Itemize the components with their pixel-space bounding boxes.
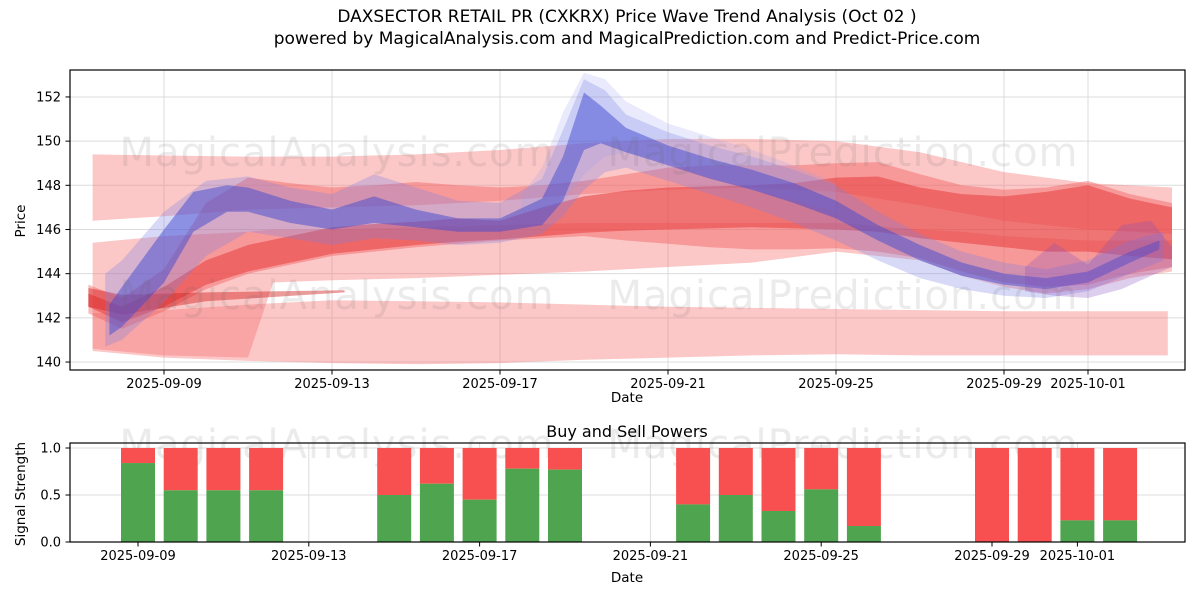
bar-buy-segment — [249, 490, 284, 542]
bar-sell-segment — [548, 448, 582, 470]
bar-buy-segment — [1103, 520, 1138, 542]
bar-sell-segment — [846, 448, 881, 527]
figure-title-line2: powered by MagicalAnalysis.com and Magic… — [273, 29, 981, 49]
y-tick-label: 142 — [36, 311, 61, 326]
figure-title-line1: DAXSECTOR RETAIL PR (CXKRX) Price Wave T… — [337, 7, 917, 27]
price-wave-chart: MagicalAnalysis.com MagicalPrediction.com… — [36, 69, 1186, 392]
bar-sell-segment — [761, 448, 796, 511]
y-tick-label: 144 — [36, 267, 61, 282]
bar-buy-segment — [121, 463, 155, 542]
bar-buy-segment — [419, 483, 454, 542]
y-tick-label: 140 — [36, 356, 61, 371]
watermark-text: MagicalPrediction.com — [608, 130, 1079, 176]
bar-sell-segment — [249, 448, 284, 491]
bar-sell-segment — [975, 448, 1009, 542]
watermark-text: MagicalPrediction.com — [608, 273, 1079, 319]
x-tick-label: 2025-09-17 — [462, 377, 538, 392]
bar-buy-segment — [1060, 520, 1095, 542]
bar-buy-segment — [846, 526, 881, 542]
price-axis-label: Price — [13, 204, 29, 238]
bar-sell-segment — [804, 448, 839, 490]
bar-buy-segment — [804, 489, 839, 542]
bar-sell-segment — [676, 448, 711, 505]
bar-buy-segment — [676, 504, 711, 542]
bar-sell-segment — [121, 448, 155, 464]
y-tick-label: 148 — [36, 179, 61, 194]
x-tick-label: 2025-09-29 — [966, 377, 1042, 392]
x-tick-label: 2025-09-17 — [442, 549, 518, 564]
x-tick-label: 2025-10-01 — [1050, 377, 1126, 392]
plot-border — [69, 442, 1186, 543]
price-band-outer-band-top — [92, 138, 1173, 234]
bar-sell-segment — [1103, 448, 1138, 521]
bar-sell-segment — [1017, 448, 1052, 542]
bar-buy-segment — [505, 468, 540, 542]
bar-buy-segment — [206, 490, 241, 542]
y-tick-label: 146 — [36, 223, 61, 238]
x-tick-label: 2025-09-25 — [798, 377, 874, 392]
x-tick-label: 2025-09-29 — [954, 549, 1030, 564]
x-tick-label: 2025-09-21 — [613, 549, 689, 564]
price-band-blue-core-band — [109, 92, 1160, 336]
signal-xaxis-label: Date — [610, 570, 644, 586]
price-xaxis-label: Date — [610, 390, 644, 406]
bar-buy-segment — [718, 495, 753, 542]
y-tick-label: 150 — [36, 135, 61, 150]
bar-buy-segment — [761, 510, 796, 542]
bar-sell-segment — [419, 448, 454, 484]
y-tick-label: 0.0 — [40, 536, 61, 551]
price-band-outer-band-mid — [92, 222, 1173, 358]
bar-buy-segment — [462, 499, 497, 542]
x-tick-label: 2025-09-25 — [783, 549, 859, 564]
bar-sell-segment — [462, 448, 497, 500]
price-band-red-core-band — [88, 176, 1172, 323]
x-tick-label: 2025-09-09 — [126, 377, 202, 392]
bar-buy-segment — [548, 469, 582, 542]
bar-buy-segment — [163, 490, 198, 542]
x-tick-label: 2025-09-09 — [100, 549, 176, 564]
buy-sell-powers-chart: MagicalAnalysis.com MagicalPrediction.com… — [40, 422, 1186, 564]
bar-sell-segment — [505, 448, 540, 469]
plot-border — [69, 69, 1186, 371]
buy-sell-powers-title: Buy and Sell Powers — [546, 422, 708, 441]
bar-sell-segment — [1060, 448, 1095, 521]
bar-sell-segment — [377, 448, 412, 495]
x-tick-label: 2025-09-13 — [271, 549, 347, 564]
x-tick-label: 2025-09-13 — [294, 377, 370, 392]
price-band-purple-accent — [1025, 220, 1172, 298]
y-tick-label: 1.0 — [40, 442, 61, 457]
x-tick-label: 2025-10-01 — [1040, 549, 1116, 564]
y-tick-label: 0.5 — [40, 489, 61, 504]
signal-strength-axis-label: Signal Strength — [13, 441, 29, 547]
y-tick-label: 152 — [36, 90, 61, 105]
bar-sell-segment — [163, 448, 198, 491]
watermark-text: MagicalAnalysis.com — [119, 273, 554, 319]
bar-buy-segment — [377, 495, 412, 542]
watermark-text: MagicalAnalysis.com — [119, 130, 554, 176]
x-tick-label: 2025-09-21 — [630, 377, 706, 392]
price-band-outer-band-bottom — [92, 300, 1168, 365]
bar-sell-segment — [206, 448, 241, 491]
bar-sell-segment — [718, 448, 753, 495]
